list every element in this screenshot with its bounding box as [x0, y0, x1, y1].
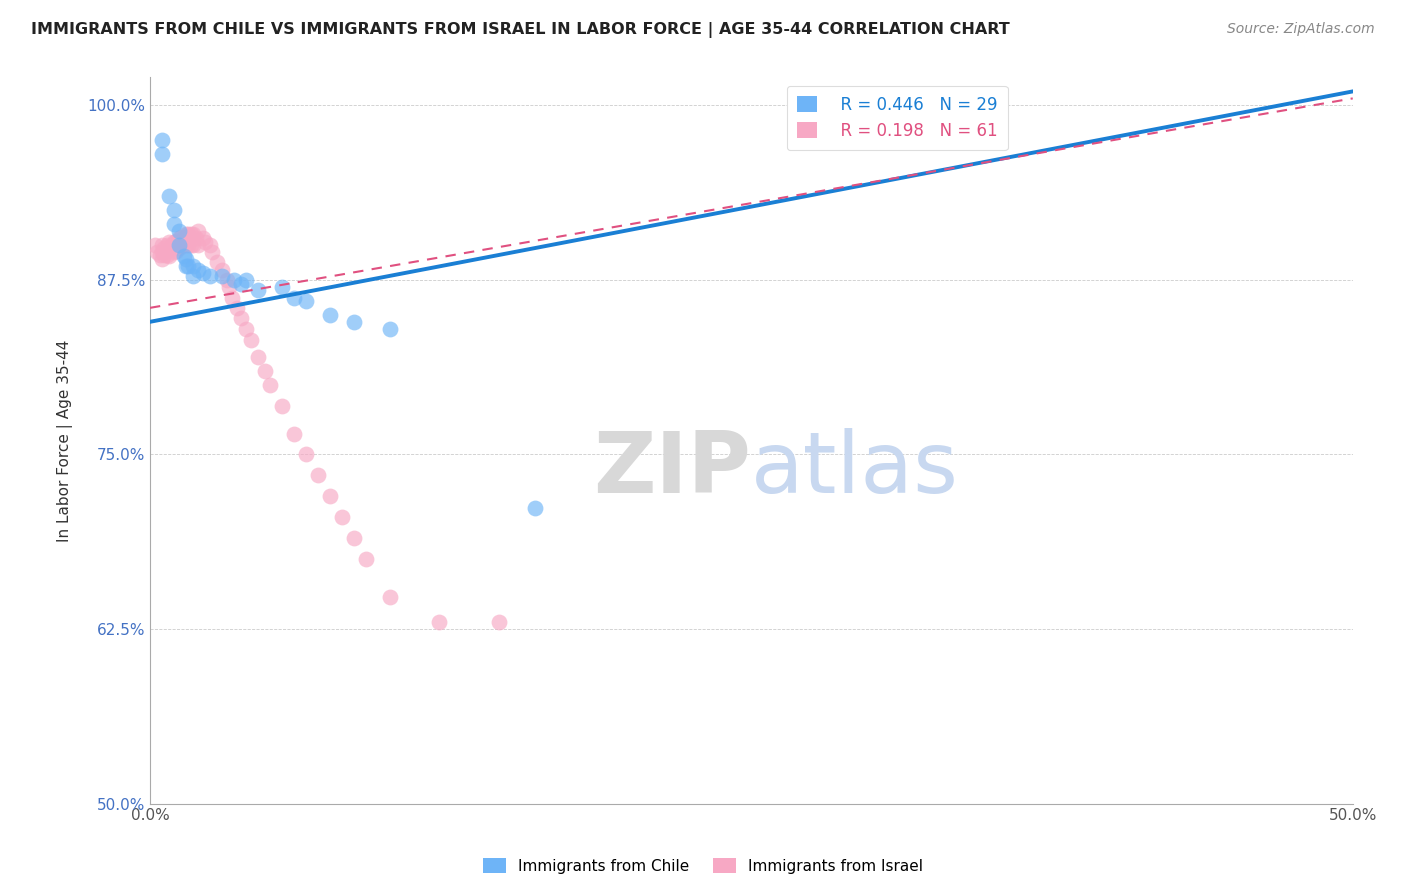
Point: [191, 266, 214, 280]
Legend:   R = 0.446   N = 29,   R = 0.198   N = 61: R = 0.446 N = 29, R = 0.198 N = 61: [787, 86, 1008, 150]
Point: [224, 273, 246, 287]
Point: [167, 224, 190, 238]
Point: [156, 248, 179, 262]
Point: [163, 217, 186, 231]
Point: [231, 310, 253, 325]
Point: [177, 238, 200, 252]
Point: [170, 239, 193, 253]
Point: [523, 500, 546, 515]
Point: [150, 147, 173, 161]
Point: [295, 448, 318, 462]
Point: [187, 224, 209, 238]
Point: [170, 229, 193, 244]
Text: Source: ZipAtlas.com: Source: ZipAtlas.com: [1227, 22, 1375, 37]
Point: [380, 590, 402, 604]
Y-axis label: In Labor Force | Age 35-44: In Labor Force | Age 35-44: [58, 339, 73, 541]
Point: [150, 238, 173, 252]
Point: [295, 293, 318, 308]
Point: [259, 377, 281, 392]
Point: [211, 263, 233, 277]
Point: [167, 238, 190, 252]
Point: [177, 227, 200, 241]
Point: [231, 277, 253, 292]
Text: IMMIGRANTS FROM CHILE VS IMMIGRANTS FROM ISRAEL IN LABOR FORCE | AGE 35-44 CORRE: IMMIGRANTS FROM CHILE VS IMMIGRANTS FROM…: [31, 22, 1010, 38]
Point: [187, 263, 209, 277]
Point: [380, 322, 402, 336]
Point: [215, 273, 238, 287]
Point: [356, 552, 378, 566]
Point: [283, 426, 305, 441]
Point: [239, 333, 262, 347]
Point: [343, 531, 366, 545]
Point: [235, 322, 257, 336]
Point: [180, 238, 202, 252]
Point: [180, 227, 202, 241]
Point: [167, 231, 190, 245]
Point: [198, 268, 221, 283]
Point: [181, 259, 204, 273]
Point: [150, 245, 173, 260]
Point: [153, 241, 176, 255]
Point: [343, 315, 366, 329]
Point: [184, 231, 207, 245]
Point: [319, 308, 342, 322]
Point: [225, 301, 247, 315]
Point: [247, 350, 270, 364]
Point: [254, 364, 277, 378]
Point: [235, 273, 257, 287]
Text: atlas: atlas: [751, 428, 959, 511]
Point: [165, 244, 187, 258]
Point: [143, 238, 166, 252]
Point: [332, 510, 354, 524]
Point: [319, 489, 342, 503]
Point: [163, 203, 186, 218]
Point: [150, 252, 173, 266]
Point: [181, 227, 204, 241]
Point: [187, 238, 209, 252]
Point: [427, 615, 450, 629]
Point: [191, 231, 214, 245]
Point: [153, 248, 176, 262]
Point: [271, 399, 294, 413]
Point: [283, 291, 305, 305]
Point: [156, 238, 179, 252]
Point: [181, 268, 204, 283]
Point: [150, 133, 173, 147]
Point: [174, 259, 197, 273]
Point: [181, 238, 204, 252]
Point: [211, 268, 233, 283]
Point: [980, 98, 1002, 112]
Point: [157, 249, 180, 263]
Point: [194, 235, 217, 250]
Point: [165, 234, 187, 248]
Point: [167, 241, 190, 255]
Point: [174, 252, 197, 266]
Point: [201, 245, 224, 260]
Point: [207, 254, 229, 268]
Point: [173, 249, 195, 263]
Point: [307, 468, 329, 483]
Point: [157, 235, 180, 250]
Point: [157, 189, 180, 203]
Point: [488, 615, 510, 629]
Legend: Immigrants from Chile, Immigrants from Israel: Immigrants from Chile, Immigrants from I…: [477, 852, 929, 880]
Point: [271, 280, 294, 294]
Point: [198, 238, 221, 252]
Point: [174, 227, 197, 241]
Point: [157, 242, 180, 256]
Point: [174, 238, 197, 252]
Point: [146, 245, 169, 260]
Point: [221, 291, 243, 305]
Point: [148, 248, 170, 262]
Point: [247, 283, 270, 297]
Point: [163, 235, 186, 250]
Point: [177, 259, 200, 273]
Point: [218, 280, 240, 294]
Text: ZIP: ZIP: [593, 428, 751, 511]
Point: [173, 229, 195, 244]
Point: [160, 238, 183, 252]
Point: [163, 245, 186, 260]
